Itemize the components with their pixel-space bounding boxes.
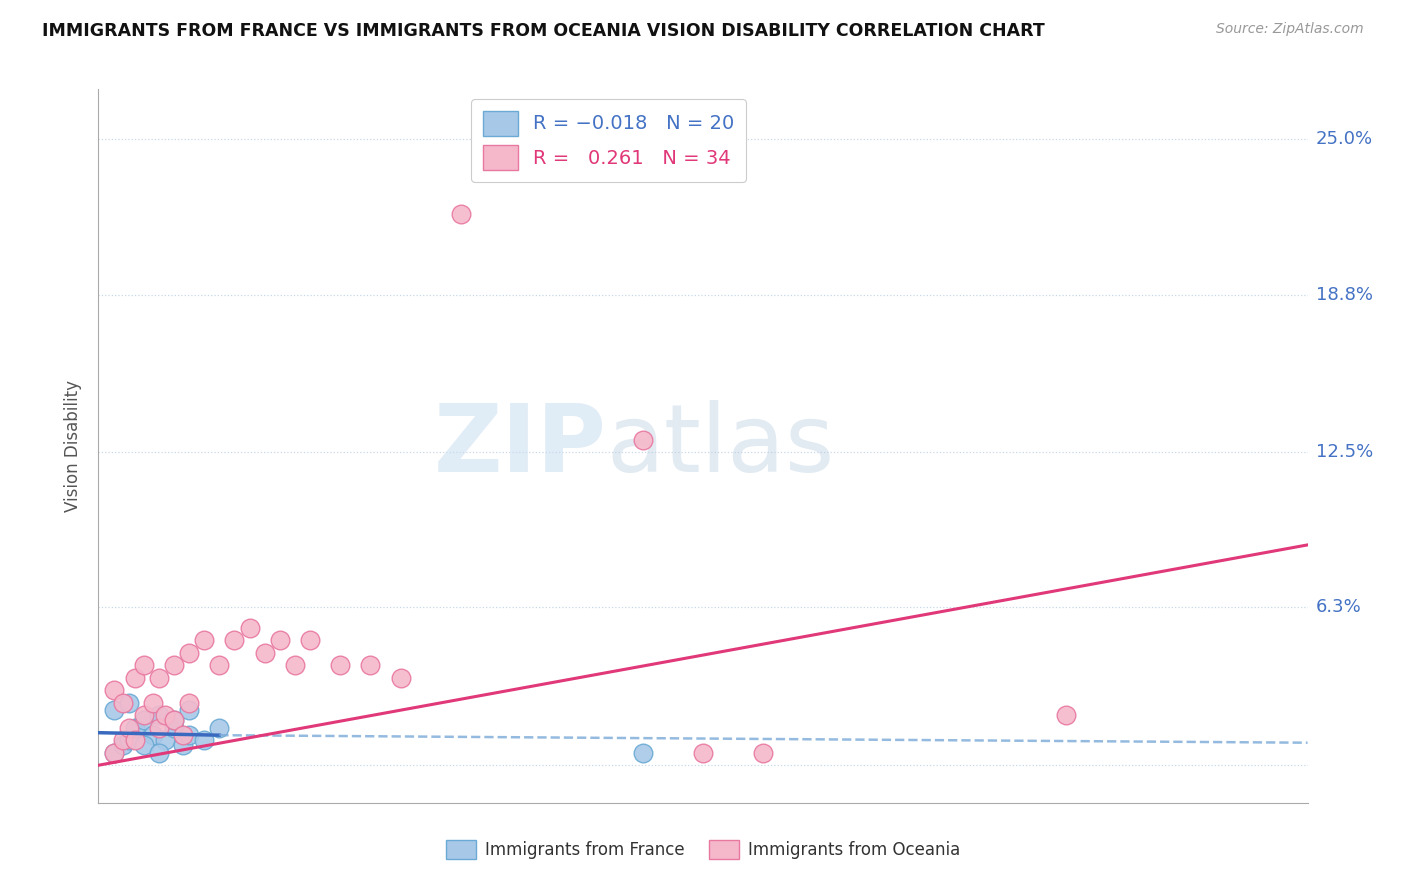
- Point: [118, 733, 141, 747]
- Point: [124, 733, 146, 747]
- Text: 12.5%: 12.5%: [1316, 443, 1374, 461]
- Text: 25.0%: 25.0%: [1316, 130, 1374, 148]
- Point: [224, 633, 246, 648]
- Point: [177, 703, 201, 717]
- Point: [450, 207, 472, 221]
- Point: [177, 646, 201, 660]
- Point: [329, 658, 352, 673]
- Point: [153, 733, 176, 747]
- Point: [103, 746, 125, 760]
- Point: [124, 721, 146, 735]
- Point: [239, 621, 262, 635]
- Point: [132, 738, 155, 752]
- Point: [148, 721, 170, 735]
- Point: [132, 708, 155, 723]
- Point: [111, 738, 134, 752]
- Point: [111, 733, 134, 747]
- Y-axis label: Vision Disability: Vision Disability: [65, 380, 83, 512]
- Point: [177, 696, 201, 710]
- Text: ZIP: ZIP: [433, 400, 606, 492]
- Point: [118, 696, 141, 710]
- Text: 6.3%: 6.3%: [1316, 599, 1361, 616]
- Point: [172, 728, 194, 742]
- Point: [177, 728, 201, 742]
- Point: [132, 713, 155, 727]
- Point: [208, 721, 231, 735]
- Point: [631, 746, 654, 760]
- Legend: Immigrants from France, Immigrants from Oceania: Immigrants from France, Immigrants from …: [440, 834, 966, 866]
- Point: [163, 713, 186, 727]
- Point: [103, 683, 125, 698]
- Point: [631, 433, 654, 447]
- Point: [172, 738, 194, 752]
- Point: [208, 658, 231, 673]
- Point: [1054, 708, 1077, 723]
- Text: IMMIGRANTS FROM FRANCE VS IMMIGRANTS FROM OCEANIA VISION DISABILITY CORRELATION : IMMIGRANTS FROM FRANCE VS IMMIGRANTS FRO…: [42, 22, 1045, 40]
- Point: [103, 746, 125, 760]
- Point: [752, 746, 775, 760]
- Point: [193, 633, 215, 648]
- Point: [389, 671, 412, 685]
- Point: [163, 713, 186, 727]
- Point: [148, 708, 170, 723]
- Text: atlas: atlas: [606, 400, 835, 492]
- Point: [153, 708, 176, 723]
- Point: [103, 703, 125, 717]
- Point: [163, 658, 186, 673]
- Point: [148, 671, 170, 685]
- Point: [118, 721, 141, 735]
- Point: [360, 658, 382, 673]
- Text: Source: ZipAtlas.com: Source: ZipAtlas.com: [1216, 22, 1364, 37]
- Point: [142, 696, 165, 710]
- Point: [111, 696, 134, 710]
- Point: [148, 746, 170, 760]
- Point: [163, 721, 186, 735]
- Point: [299, 633, 322, 648]
- Point: [692, 746, 714, 760]
- Point: [124, 671, 146, 685]
- Point: [253, 646, 276, 660]
- Text: 18.8%: 18.8%: [1316, 285, 1372, 303]
- Point: [269, 633, 291, 648]
- Point: [132, 658, 155, 673]
- Point: [284, 658, 307, 673]
- Point: [193, 733, 215, 747]
- Point: [142, 728, 165, 742]
